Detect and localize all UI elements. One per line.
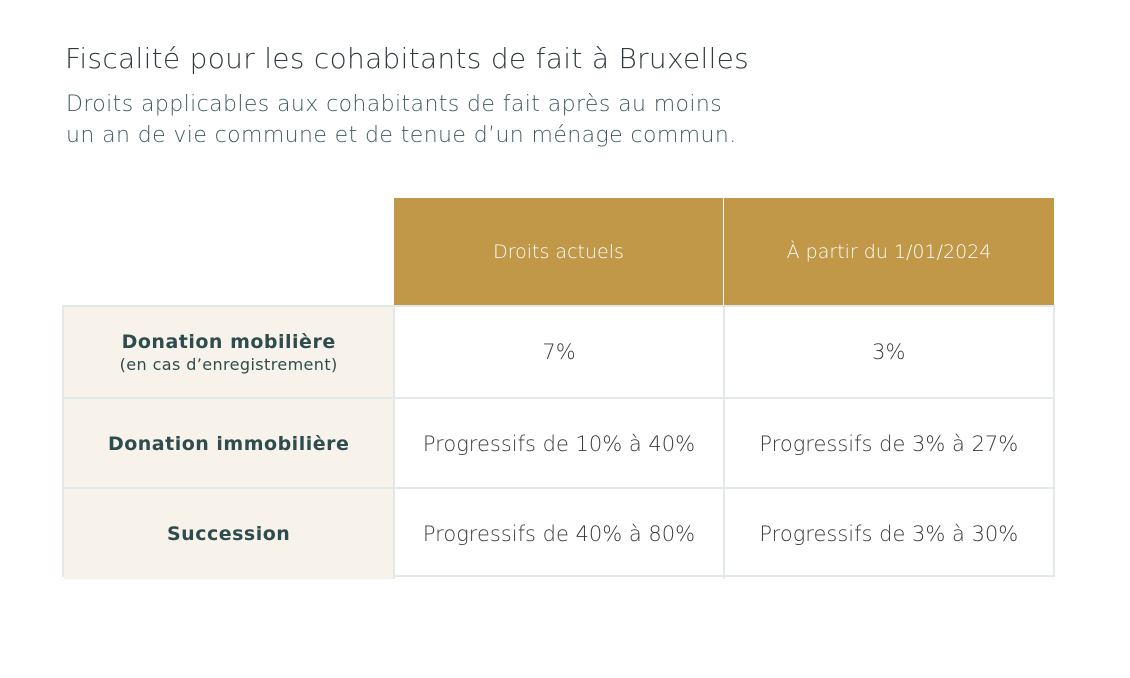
row-label-cell: Succession (64, 489, 396, 579)
table-cell-current: 7% (395, 307, 725, 397)
table-cell-current: Progressifs de 10% à 40% (395, 399, 725, 489)
table-row: Succession Progressifs de 40% à 80% Prog… (64, 487, 1053, 579)
table-row: Donation mobilière (en cas d’enregistrem… (64, 307, 1053, 397)
row-label: Succession (166, 523, 291, 545)
row-label: Donation immobilière (107, 433, 350, 455)
row-label-cell: Donation immobilière (64, 399, 396, 489)
subtitle-line-2: un an de vie commune et de tenue d’un mé… (66, 123, 737, 148)
row-label: Donation mobilière (121, 330, 336, 353)
tax-table: Donation mobilière (en cas d’enregistrem… (62, 305, 1055, 579)
row-label-cell: Donation mobilière (en cas d’enregistrem… (64, 307, 396, 397)
table-cell-2024: Progressifs de 3% à 30% (759, 522, 1019, 546)
subtitle-line-1: Droits applicables aux cohabitants de fa… (66, 92, 723, 117)
table-cell-2024: Progressifs de 3% à 27% (759, 432, 1019, 456)
table-cell-current: Progressifs de 40% à 80% (395, 489, 725, 579)
page-subtitle: Droits applicables aux cohabitants de fa… (66, 89, 737, 151)
row-sublabel: (en cas d’enregistrement) (119, 354, 338, 374)
table-row: Donation immobilière Progressifs de 10% … (64, 397, 1053, 489)
column-header-current-rates: Droits actuels (394, 198, 723, 305)
table-cell-2024: 3% (872, 340, 906, 364)
column-header-from-2024: À partir du 1/01/2024 (724, 198, 1054, 305)
page-title: Fiscalité pour les cohabitants de fait à… (65, 42, 750, 75)
